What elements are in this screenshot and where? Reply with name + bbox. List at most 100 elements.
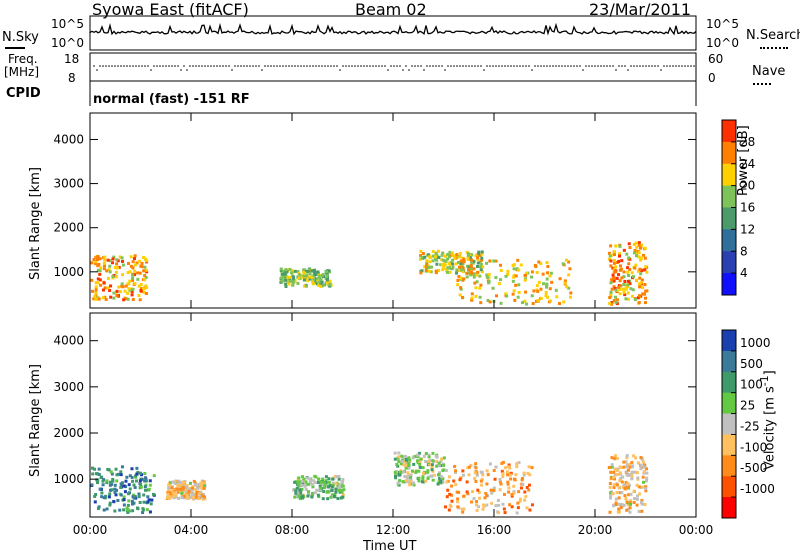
freq-point xyxy=(339,69,341,71)
velocity-echo-pixel xyxy=(340,490,344,494)
power-echo-pixel xyxy=(139,289,143,293)
velocity-colorbar-swatch xyxy=(722,371,736,394)
velocity-echo-pixel xyxy=(458,478,462,482)
velocity-ytick-label: 4000 xyxy=(53,334,84,348)
velocity-echo-pixel xyxy=(143,485,147,489)
velocity-echo-pixel xyxy=(640,500,644,504)
power-echo-pixel xyxy=(107,268,111,272)
velocity-echo-pixel xyxy=(442,456,446,460)
velocity-echo-pixel xyxy=(313,491,317,495)
power-echo-pixel xyxy=(476,270,480,274)
velocity-echo-pixel xyxy=(93,494,97,498)
freq-point xyxy=(360,65,362,67)
power-echo-pixel xyxy=(462,257,466,261)
velocity-echo-pixel xyxy=(502,492,506,496)
velocity-echo-pixel xyxy=(612,470,616,474)
velocity-echo-pixel xyxy=(192,494,196,498)
power-echo-pixel xyxy=(555,295,559,299)
velocity-echo-pixel xyxy=(516,506,520,510)
velocity-echo-pixel xyxy=(110,488,114,492)
power-echo-pixel xyxy=(459,287,463,291)
power-echo-pixel xyxy=(286,280,290,284)
power-echo-pixel xyxy=(318,274,322,278)
velocity-echo-pixel xyxy=(475,471,479,475)
freq-point xyxy=(453,65,455,67)
velocity-echo-pixel xyxy=(612,483,616,487)
velocity-echo-pixel xyxy=(512,484,516,488)
freq-point xyxy=(99,65,101,67)
power-echo-pixel xyxy=(302,274,306,278)
velocity-echo-pixel xyxy=(623,487,627,491)
velocity-echo-pixel xyxy=(96,481,100,485)
power-echo-pixel xyxy=(118,290,122,294)
power-colorbar-tick-label: 16 xyxy=(740,201,755,215)
velocity-echo-pixel xyxy=(498,480,502,484)
power-echo-pixel xyxy=(478,253,482,257)
power-echo-pixel xyxy=(328,284,332,288)
velocity-echo-pixel xyxy=(342,488,346,492)
velocity-colorbar-swatch xyxy=(722,350,736,373)
velocity-echo-pixel xyxy=(111,479,115,483)
power-echo-pixel xyxy=(106,286,110,290)
power-echo-pixel xyxy=(609,293,613,297)
power-echo-pixel xyxy=(563,279,567,283)
freq-point xyxy=(387,69,389,71)
velocity-echo-pixel xyxy=(442,463,446,467)
velocity-echo-pixel xyxy=(93,467,97,471)
power-echo-pixel xyxy=(612,258,616,262)
velocity-echo-pixel xyxy=(636,476,640,480)
velocity-echo-pixel xyxy=(336,497,340,501)
power-echo-pixel xyxy=(120,282,124,286)
power-echo-pixel xyxy=(622,275,626,279)
power-echo-pixel xyxy=(472,259,476,263)
velocity-echo-pixel xyxy=(485,469,489,473)
freq-point xyxy=(204,65,206,67)
freq-point xyxy=(198,65,200,67)
power-echo-pixel xyxy=(623,293,627,297)
velocity-echo-pixel xyxy=(126,492,130,496)
power-echo-pixel xyxy=(486,299,490,303)
power-echo-pixel xyxy=(544,294,548,298)
velocity-echo-pixel xyxy=(478,496,482,500)
velocity-echo-pixel xyxy=(175,487,179,491)
velocity-ytick-label: 1000 xyxy=(53,472,84,486)
velocity-echo-pixel xyxy=(195,490,199,494)
velocity-echo-pixel xyxy=(635,497,639,501)
velocity-echo-pixel xyxy=(187,490,191,494)
power-echo-pixel xyxy=(133,263,137,267)
velocity-echo-pixel xyxy=(102,478,106,482)
power-plot-frame xyxy=(89,112,697,309)
power-echo-pixel xyxy=(633,249,637,253)
freq-point xyxy=(114,65,116,67)
freq-point xyxy=(648,65,650,67)
power-echo-pixel xyxy=(462,259,466,263)
power-echo-pixel xyxy=(504,274,508,278)
velocity-echo-pixel xyxy=(439,479,443,483)
velocity-echo-pixel xyxy=(466,466,470,470)
velocity-echo-pixel xyxy=(639,467,643,471)
velocity-echo-pixel xyxy=(199,494,203,498)
power-echo-pixel xyxy=(620,276,624,280)
velocity-echo-pixel xyxy=(460,507,464,511)
velocity-echo-pixel xyxy=(180,491,184,495)
power-echo-pixel xyxy=(626,270,630,274)
velocity-echo-pixel xyxy=(132,483,136,487)
power-echo-pixel xyxy=(298,273,302,277)
power-echo-pixel xyxy=(316,270,320,274)
power-echo-pixel xyxy=(481,265,485,269)
velocity-echo-pixel xyxy=(492,486,496,490)
velocity-colorbar-tick-label: -1000 xyxy=(740,482,775,496)
velocity-echo-pixel xyxy=(431,459,435,463)
power-echo-pixel xyxy=(568,267,572,271)
power-echo-pixel xyxy=(291,280,295,284)
velocity-echo-pixel xyxy=(474,466,478,470)
power-echo-pixel xyxy=(431,250,435,254)
velocity-echo-pixel xyxy=(454,483,458,487)
power-echo-pixel xyxy=(293,280,297,284)
power-echo-pixel xyxy=(536,299,540,303)
power-echo-pixel xyxy=(423,265,427,269)
velocity-echo-pixel xyxy=(180,496,184,500)
velocity-echo-pixel xyxy=(426,476,430,480)
velocity-echo-pixel xyxy=(628,506,632,510)
power-echo-pixel xyxy=(624,287,628,291)
